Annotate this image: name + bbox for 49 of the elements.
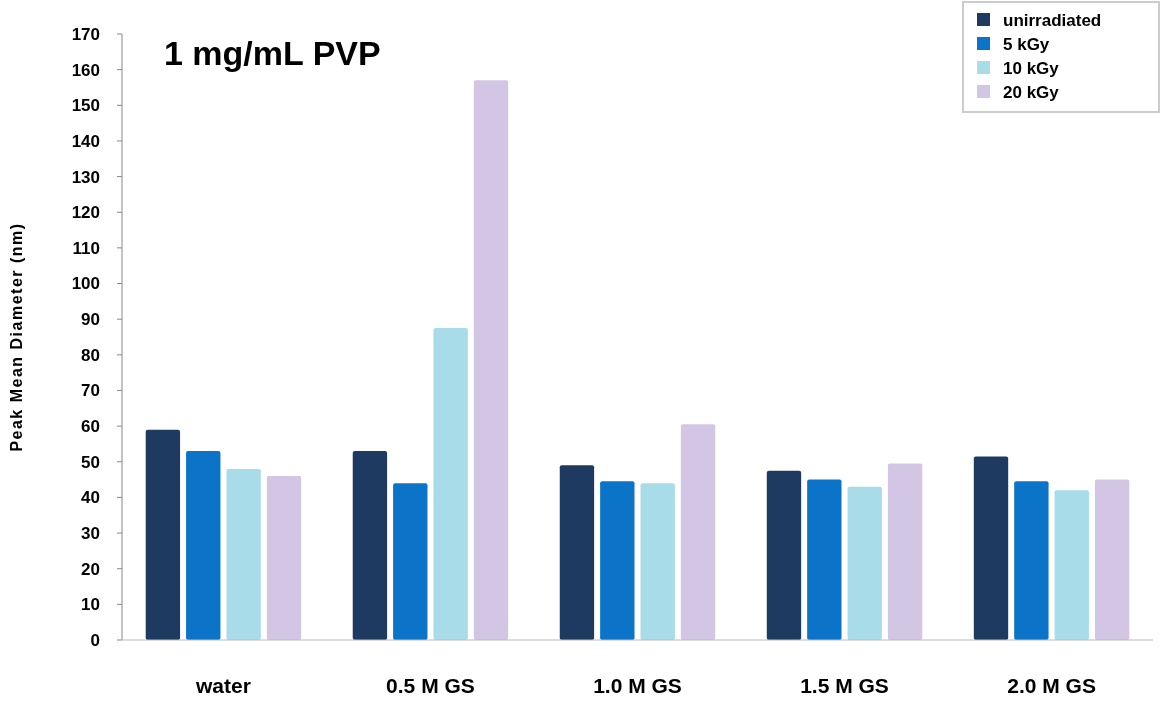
bar [559, 465, 595, 640]
bar [145, 429, 181, 640]
y-tick-label: 60 [81, 417, 100, 437]
y-tick-label: 140 [71, 131, 100, 151]
x-tick-label: 1.0 M GS [593, 674, 682, 697]
bar [600, 481, 635, 640]
bar [640, 483, 675, 640]
bar [186, 451, 221, 640]
x-tick-label: 0.5 M GS [386, 674, 475, 697]
y-tick-label: 130 [71, 167, 100, 187]
legend-label: 10 kGy [1003, 58, 1060, 78]
bar [766, 470, 802, 640]
bar [226, 468, 261, 640]
chart-title: 1 mg/mL PVP [164, 34, 381, 72]
bar [680, 424, 716, 640]
y-tick-label: 30 [81, 524, 100, 544]
y-tick-label: 150 [71, 96, 100, 116]
bar [266, 476, 302, 640]
legend-label: unirradiated [1003, 10, 1102, 30]
y-tick-label: 70 [81, 381, 100, 401]
legend-label: 5 kGy [1003, 34, 1050, 54]
y-tick-label: 10 [81, 595, 100, 615]
bar [393, 483, 428, 640]
y-tick-label: 0 [90, 630, 100, 650]
bar [1094, 479, 1130, 640]
bar [473, 80, 509, 640]
bar [352, 451, 388, 640]
legend-label: 20 kGy [1003, 82, 1060, 102]
x-tick-label: 1.5 M GS [800, 674, 889, 697]
bar [1014, 481, 1049, 640]
y-tick-label: 120 [71, 203, 100, 223]
bar [847, 486, 882, 640]
bar [973, 456, 1009, 640]
y-tick-label: 20 [81, 559, 100, 579]
x-tick-label: 2.0 M GS [1007, 674, 1096, 697]
bar [807, 479, 842, 640]
bar [433, 328, 468, 640]
y-tick-label: 40 [81, 488, 100, 508]
y-axis-title: Peak Mean Diameter (nm) [8, 222, 25, 452]
y-tick-label: 80 [81, 345, 100, 365]
bar [887, 463, 923, 640]
y-tick-label: 160 [71, 60, 100, 80]
x-tick-label: water [195, 674, 251, 697]
bar [1054, 490, 1089, 640]
y-tick-label: 90 [81, 310, 100, 330]
y-tick-label: 100 [71, 274, 100, 294]
y-tick-label: 110 [72, 238, 100, 258]
y-tick-label: 50 [81, 452, 100, 472]
y-tick-label: 170 [71, 24, 100, 44]
